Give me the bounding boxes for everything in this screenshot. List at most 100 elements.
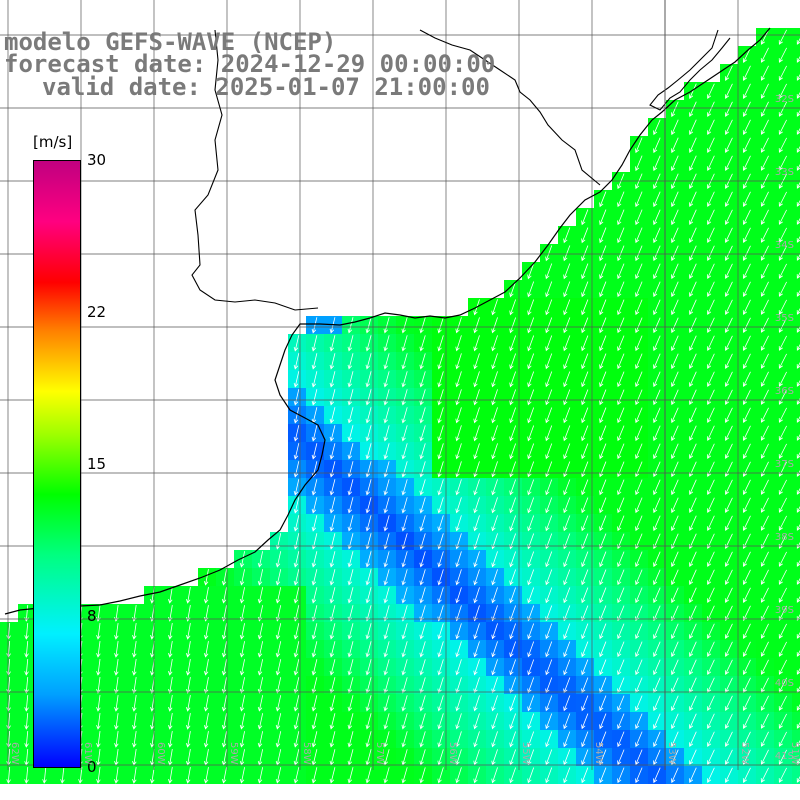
wind-arrow	[706, 479, 715, 496]
wind-arrow	[419, 479, 426, 496]
wind-arrow	[419, 389, 426, 406]
wind-arrow	[203, 767, 209, 784]
wind-arrow	[203, 659, 209, 676]
wind-arrow	[311, 587, 318, 604]
wind-arrow	[689, 83, 697, 100]
wind-arrow	[167, 623, 173, 640]
wind-arrow	[545, 515, 553, 532]
wind-arrow	[527, 389, 535, 406]
wind-arrow	[383, 551, 390, 568]
wind-arrow	[706, 281, 715, 298]
wind-arrow	[671, 425, 679, 442]
wind-arrow	[527, 713, 535, 730]
wind-arrow	[221, 659, 227, 676]
wind-arrow	[724, 623, 733, 639]
wind-arrow	[293, 425, 300, 442]
wind-arrow	[760, 659, 769, 675]
lat-label: 33S	[774, 167, 794, 178]
wind-arrow	[167, 641, 173, 658]
wind-arrow	[617, 659, 625, 676]
wind-arrow	[545, 245, 553, 262]
wind-arrow	[671, 209, 679, 226]
lon-label: 55W	[520, 742, 531, 765]
wind-arrow	[509, 371, 517, 388]
wind-arrow	[527, 623, 535, 640]
wind-arrow	[581, 353, 589, 370]
wind-arrow	[563, 623, 571, 640]
wind-arrow	[653, 281, 661, 298]
wind-arrow	[635, 569, 643, 586]
wind-arrow	[742, 641, 751, 657]
wind-arrow	[293, 677, 300, 694]
wind-arrow	[347, 461, 354, 478]
wind-arrow	[401, 407, 408, 424]
wind-arrow	[671, 497, 679, 514]
wind-arrow	[527, 371, 535, 388]
wind-arrow	[581, 749, 589, 766]
wind-arrow	[365, 677, 372, 694]
wind-arrow	[311, 317, 318, 334]
wind-arrow	[203, 623, 209, 640]
wind-arrow	[491, 371, 498, 388]
wind-arrow	[760, 371, 769, 387]
wind-arrow	[653, 443, 661, 460]
wind-arrow	[527, 281, 535, 298]
wind-arrow	[778, 731, 787, 747]
wind-arrow	[563, 335, 571, 352]
wind-arrow	[778, 191, 787, 207]
wind-arrow	[581, 479, 589, 496]
wind-arrow	[671, 443, 679, 460]
wind-arrow	[545, 443, 553, 460]
wind-arrow	[742, 425, 751, 441]
wind-arrow	[383, 659, 390, 676]
wind-arrow	[724, 767, 733, 783]
wind-arrow	[599, 551, 607, 568]
wind-arrow	[635, 587, 643, 604]
wind-cell	[792, 640, 800, 658]
wind-arrow	[78, 767, 83, 784]
wind-arrow	[653, 569, 661, 586]
wind-arrow	[760, 695, 769, 711]
wind-arrow	[383, 317, 390, 334]
wind-arrow	[706, 209, 715, 226]
wind-arrow	[419, 641, 426, 658]
wind-arrow	[545, 713, 553, 730]
colorbar	[33, 160, 81, 768]
wind-arrow	[293, 407, 300, 424]
wind-arrow	[671, 263, 679, 280]
wind-arrow	[563, 461, 571, 478]
wind-arrow	[724, 641, 733, 657]
wind-arrows	[6, 29, 800, 784]
wind-arrow	[778, 569, 787, 585]
wind-arrow	[365, 371, 372, 388]
wind-cell	[792, 676, 800, 694]
wind-arrow	[671, 317, 679, 334]
wind-arrow	[365, 641, 372, 658]
wind-arrow	[689, 137, 697, 154]
wind-arrow	[473, 677, 480, 694]
wind-arrow	[203, 641, 209, 658]
wind-cell	[792, 136, 800, 154]
wind-arrow	[132, 623, 137, 640]
wind-cell	[792, 352, 800, 370]
wind-arrow	[742, 353, 751, 369]
wind-arrow	[671, 101, 679, 118]
wind-cell	[792, 460, 800, 478]
wind-arrow	[419, 677, 426, 694]
wind-arrow	[347, 569, 354, 586]
wind-arrow	[293, 767, 300, 784]
wind-arrow	[563, 569, 571, 586]
wind-arrow	[455, 551, 462, 568]
wind-arrow	[671, 767, 679, 784]
wind-arrow	[778, 83, 787, 99]
wind-arrow	[599, 659, 607, 676]
wind-arrow	[617, 317, 625, 334]
wind-arrow	[473, 767, 480, 784]
wind-cell	[792, 766, 800, 784]
wind-arrow	[778, 137, 787, 153]
wind-arrow	[455, 335, 462, 352]
lat-label: 41S	[774, 751, 794, 762]
wind-arrow	[293, 353, 300, 370]
wind-cell	[792, 442, 800, 460]
